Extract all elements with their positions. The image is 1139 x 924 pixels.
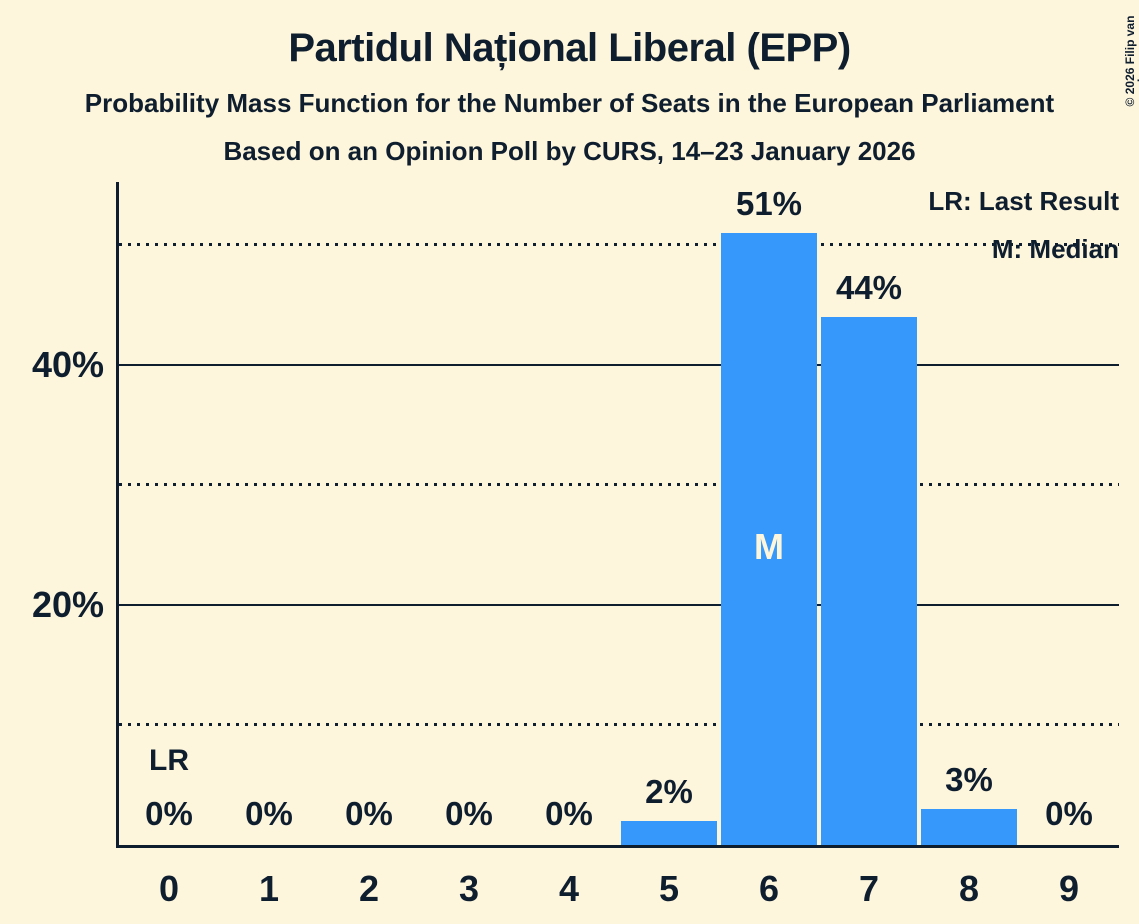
bar-label-seat-8: 3% xyxy=(945,761,993,798)
legend-median: M: Median xyxy=(991,234,1119,264)
chart-title: Partidul Național Liberal (EPP) xyxy=(288,26,851,70)
bar-label-seat-2: 0% xyxy=(345,795,393,832)
y-axis-tick-40pct: 40% xyxy=(31,344,104,385)
x-axis-tick-seat-2: 2 xyxy=(358,868,380,909)
gridline-dotted-50pct xyxy=(119,243,1119,246)
bar-label-seat-5: 2% xyxy=(645,773,693,810)
x-axis-tick-seat-3: 3 xyxy=(458,868,480,909)
last-result-annotation: LR xyxy=(149,744,189,777)
x-axis-tick-seat-7: 7 xyxy=(858,868,880,909)
gridline-dotted-10pct xyxy=(119,723,1119,726)
copyright-notice: © 2026 Filip van Laenen xyxy=(1123,15,1139,107)
x-axis-tick-seat-1: 1 xyxy=(258,868,280,909)
bar-seat-7 xyxy=(821,317,917,845)
bar-label-seat-4: 0% xyxy=(545,795,593,832)
y-axis-line xyxy=(116,182,119,848)
bar-label-seat-7: 44% xyxy=(835,269,903,306)
x-axis-tick-seat-4: 4 xyxy=(558,868,580,909)
x-axis-tick-seat-6: 6 xyxy=(758,868,780,909)
bar-label-seat-9: 0% xyxy=(1045,795,1093,832)
chart-subtitle: Probability Mass Function for the Number… xyxy=(84,88,1055,118)
gridline-dotted-30pct xyxy=(119,483,1119,486)
gridline-solid-40pct xyxy=(119,364,1119,366)
bar-seat-5 xyxy=(621,821,717,845)
x-axis-tick-seat-0: 0 xyxy=(158,868,180,909)
bar-label-seat-1: 0% xyxy=(245,795,293,832)
x-axis-tick-seat-5: 5 xyxy=(658,868,680,909)
y-axis-tick-20pct: 20% xyxy=(31,584,104,625)
bar-seat-8 xyxy=(921,809,1017,845)
bar-label-seat-0: 0% xyxy=(145,795,193,832)
legend-last-result: LR: Last Result xyxy=(928,186,1119,216)
x-axis-tick-seat-9: 9 xyxy=(1058,868,1080,909)
x-axis-tick-seat-8: 8 xyxy=(958,868,980,909)
chart-source-line: Based on an Opinion Poll by CURS, 14–23 … xyxy=(223,136,916,166)
chart-legend: LR: Last Result M: Median xyxy=(928,184,1119,266)
gridline-solid-20pct xyxy=(119,604,1119,606)
median-annotation: M xyxy=(754,526,784,567)
x-axis-line xyxy=(116,845,1119,848)
bar-label-seat-6: 51% xyxy=(735,185,803,222)
bar-seat-6 xyxy=(721,233,817,845)
bar-label-seat-3: 0% xyxy=(445,795,493,832)
